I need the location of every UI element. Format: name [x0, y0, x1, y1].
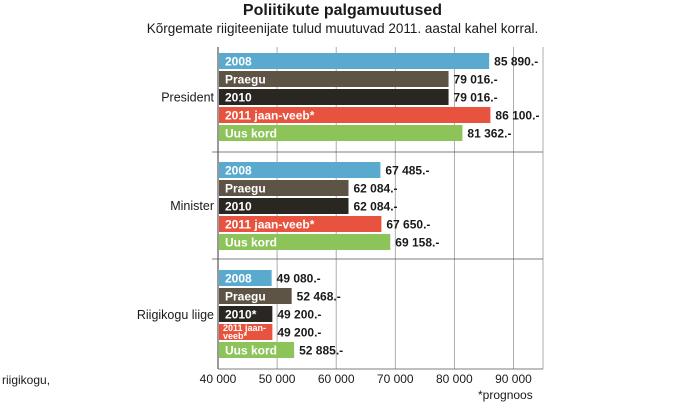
- category-label: Minister: [170, 199, 214, 213]
- bar: [219, 180, 349, 196]
- x-tick-label: 70 000: [377, 372, 414, 386]
- bar: [219, 53, 490, 69]
- bar-value-label: 69 158.-: [395, 236, 439, 250]
- bar: [219, 107, 491, 123]
- bar: [219, 198, 349, 214]
- bar-value-label: 62 084.-: [353, 200, 397, 214]
- chart-title: Poliitikute palgamuutused: [242, 2, 443, 19]
- bar-series-label: 2008: [225, 55, 252, 69]
- bar-value-label: 49 080.-: [277, 272, 321, 286]
- bar: [219, 342, 295, 358]
- bar-value-label: 52 468.-: [297, 290, 341, 304]
- bar-series-label: 2011 jaan-: [223, 323, 266, 333]
- bar-series-label: veeb*: [223, 331, 248, 341]
- side-text: riigikogu,: [2, 373, 51, 387]
- bar-value-label: 86 100.-: [495, 109, 539, 123]
- x-tick-label: 90 000: [495, 372, 532, 386]
- x-tick-label: 50 000: [259, 372, 296, 386]
- bar-value-label: 49 200.-: [277, 308, 321, 322]
- bar-value-label: 79 016.-: [454, 91, 498, 105]
- bar: [219, 324, 273, 340]
- bar-series-label: 2010: [225, 91, 252, 105]
- bar: [219, 89, 449, 105]
- bar-value-label: 49 200.-: [277, 326, 321, 340]
- bar-value-label: 67 650.-: [386, 218, 430, 232]
- chart-subtitle: Kõrgemate riigiteenijate tulud muutuvad …: [146, 21, 539, 36]
- category-label: President: [161, 91, 214, 105]
- footnote: *prognoos: [478, 388, 533, 402]
- bar-series-label: 2008: [225, 272, 252, 286]
- bar-series-label: Uus kord: [225, 344, 277, 358]
- bar-series-label: Uus kord: [225, 236, 277, 250]
- bar-value-label: 81 362.-: [467, 127, 511, 141]
- bar-series-label: 2011 jaan-veeb*: [225, 218, 315, 232]
- x-tick-label: 60 000: [318, 372, 355, 386]
- bar-series-label: 2011 jaan-veeb*: [225, 109, 315, 123]
- bar: [219, 71, 449, 87]
- bar: [219, 270, 272, 286]
- bar-series-label: Praegu: [225, 182, 266, 196]
- x-tick-label: 80 000: [436, 372, 473, 386]
- x-tick-label: 40 000: [200, 372, 237, 386]
- bar-value-label: 52 885.-: [299, 344, 343, 358]
- bar-value-label: 85 890.-: [494, 55, 538, 69]
- bar: [219, 162, 381, 178]
- bar-value-label: 79 016.-: [454, 73, 498, 87]
- bar: [219, 288, 292, 304]
- bar-value-label: 62 084.-: [353, 182, 397, 196]
- bar-series-label: Uus kord: [225, 127, 277, 141]
- bar-series-label: 2010: [225, 200, 252, 214]
- bar-series-label: Praegu: [225, 290, 266, 304]
- bar-series-label: Praegu: [225, 73, 266, 87]
- bar: [219, 306, 273, 322]
- bar-value-label: 67 485.-: [385, 164, 429, 178]
- category-label: Riigikogu liige: [137, 308, 214, 322]
- bar-series-label: 2010*: [225, 308, 257, 322]
- bar: [219, 216, 382, 232]
- bar-series-label: 2008: [225, 164, 252, 178]
- bar: [219, 125, 463, 141]
- bar: [219, 234, 391, 250]
